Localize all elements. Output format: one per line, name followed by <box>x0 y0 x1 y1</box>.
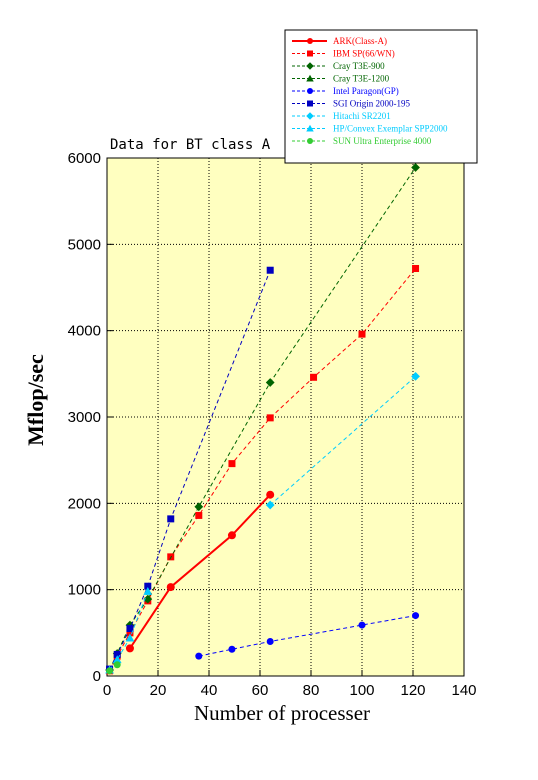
data-point <box>195 511 203 519</box>
data-point <box>143 594 153 604</box>
legend-marker <box>306 62 314 70</box>
data-point <box>167 515 175 523</box>
data-point <box>113 661 121 669</box>
legend-entry: HP/Convex Exemplar SPP2000 <box>292 124 448 134</box>
x-tick-label: 0 <box>103 682 111 699</box>
data-point <box>411 372 420 381</box>
legend-marker <box>307 38 313 44</box>
data-point <box>412 265 420 273</box>
x-tick-label: 120 <box>400 682 425 699</box>
legend-label: Cray T3E-900 <box>333 61 385 71</box>
legend-label: IBM SP(66/WN) <box>333 49 395 59</box>
y-tick-label: 1000 <box>68 582 101 599</box>
legend-marker <box>307 100 313 107</box>
data-point <box>266 266 274 274</box>
series-0 <box>125 490 275 653</box>
x-tick-label: 100 <box>349 682 374 699</box>
data-point <box>125 644 134 653</box>
y-tick-label: 2000 <box>68 495 101 512</box>
x-tick-label: 20 <box>150 682 167 699</box>
legend: ARK(Class-A) IBM SP(66/WN) Cray T3E-900 Cra… <box>284 29 478 164</box>
grid-lines <box>107 158 464 676</box>
data-point <box>126 629 134 637</box>
data-point <box>411 163 420 172</box>
legend-marker <box>307 50 313 57</box>
y-tick-label: 6000 <box>68 150 101 167</box>
legend-label: ARK(Class-A) <box>333 36 387 46</box>
data-point <box>228 460 236 468</box>
data-point <box>265 378 275 387</box>
data-point <box>266 637 274 645</box>
legend-entry: Intel Paragon(GP) <box>292 86 399 96</box>
chart-title: Data for BT class A <box>110 137 271 153</box>
x-tick-label: 60 <box>252 682 269 699</box>
series-6 <box>265 372 420 510</box>
legend-label: Cray T3E-1200 <box>333 74 390 84</box>
legend-label: SUN Ultra Enterprise 4000 <box>333 136 432 146</box>
legend-label: SGI Origin 2000-195 <box>333 99 410 109</box>
legend-entry: Hitachi SR2201 <box>292 111 391 121</box>
legend-marker <box>306 74 314 82</box>
data-point <box>166 583 175 592</box>
y-tick-label: 3000 <box>68 409 101 426</box>
data-point <box>310 373 318 381</box>
legend-entry: Cray T3E-900 <box>292 61 385 71</box>
data-point <box>143 587 153 595</box>
y-tick-label: 4000 <box>68 323 101 340</box>
data-point <box>412 612 420 620</box>
series-line <box>109 268 416 672</box>
y-tick-label: 5000 <box>68 236 101 253</box>
legend-marker <box>306 112 314 120</box>
series-4 <box>195 612 420 660</box>
data-point <box>358 621 366 629</box>
data-point <box>144 582 152 590</box>
y-axis-title: Mflop/sec <box>23 354 48 446</box>
data-point <box>126 625 134 633</box>
legend-marker <box>307 138 313 144</box>
series-line <box>269 376 416 506</box>
legend-marker <box>306 124 314 132</box>
legend-entry: SUN Ultra Enterprise 4000 <box>292 136 432 146</box>
data-point <box>228 645 236 653</box>
data-point <box>266 490 275 499</box>
data-point <box>265 500 275 510</box>
data-point <box>112 655 122 664</box>
legend-entry: IBM SP(66/WN) <box>292 49 395 59</box>
legend-marker <box>307 88 313 94</box>
x-tick-label: 140 <box>451 682 476 699</box>
legend-entry: Cray T3E-1200 <box>292 74 390 84</box>
data-point <box>113 650 121 658</box>
axis-ticks: 0 20 40 60 80 100 120 140 0 1000 2000 3000 4000 5000 6… <box>68 150 477 699</box>
x-tick-label: 40 <box>201 682 218 699</box>
data-point <box>194 502 204 512</box>
legend-label: Hitachi SR2201 <box>333 111 391 121</box>
data-point <box>106 667 114 675</box>
x-tick-label: 80 <box>303 682 320 699</box>
legend-entry: ARK(Class-A) <box>292 36 387 46</box>
data-point <box>125 633 135 642</box>
y-tick-label: 0 <box>93 668 101 685</box>
x-axis-title: Number of processer <box>194 701 370 725</box>
data-point <box>358 330 366 338</box>
legend-label: HP/Convex Exemplar SPP2000 <box>333 124 448 134</box>
legend-label: Intel Paragon(GP) <box>333 86 399 96</box>
legend-entry: SGI Origin 2000-195 <box>292 99 410 109</box>
data-point <box>195 652 203 660</box>
data-point <box>266 414 274 422</box>
legend-items: ARK(Class-A) IBM SP(66/WN) Cray T3E-900 Cra… <box>292 36 448 146</box>
data-point <box>227 531 236 540</box>
series-8 <box>106 661 121 675</box>
series-layer <box>105 163 420 675</box>
series-line <box>129 494 271 649</box>
